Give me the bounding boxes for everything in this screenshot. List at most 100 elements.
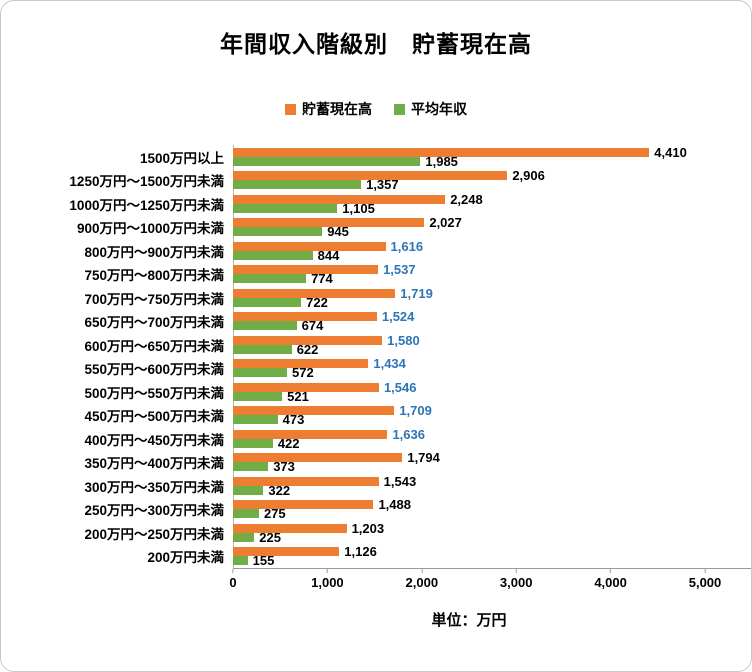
value-label: 155 <box>252 553 275 569</box>
tick-label: 5,000 <box>688 575 722 590</box>
chart-row: 450万円～500万円未満 1,709 473 <box>1 404 751 428</box>
tick-label: 4,000 <box>594 575 627 590</box>
value-label: 722 <box>306 294 328 310</box>
savings-bar <box>233 265 379 275</box>
tick-label: 2,000 <box>405 575 439 590</box>
chart-row: 200万円未満 1,126 155 <box>1 545 751 569</box>
category-label: 350万円～400万円未満 <box>84 456 224 472</box>
savings-bar <box>233 429 388 439</box>
value-label: 1,719 <box>400 285 433 301</box>
savings-bar <box>233 288 396 298</box>
income-bar <box>233 556 248 566</box>
value-label: 1,434 <box>373 356 406 372</box>
tick-mark-icon <box>421 569 423 573</box>
savings-bar <box>233 194 446 204</box>
y-axis-line <box>233 145 234 568</box>
chart-row: 600万円～650万円未満 1,580 622 <box>1 333 751 357</box>
value-label: 844 <box>317 247 340 263</box>
savings-bar <box>233 547 340 557</box>
income-bar <box>233 462 269 472</box>
tick-label: 1,000 <box>311 575 344 590</box>
x-tick: 1,000 <box>311 569 344 590</box>
value-label: 1,105 <box>342 200 375 216</box>
x-tick: 4,000 <box>594 569 627 590</box>
category-label: 750万円～800万円未満 <box>84 268 224 284</box>
value-label: 521 <box>287 388 309 404</box>
value-label: 322 <box>268 482 291 498</box>
x-tick: 5,000 <box>688 569 722 590</box>
chart-row: 350万円～400万円未満 1,794 373 <box>1 451 751 475</box>
income-bar <box>233 438 273 448</box>
tick-label: 3,000 <box>499 575 533 590</box>
tick-label: 0 <box>229 575 237 590</box>
category-label: 800万円～900万円未満 <box>84 244 224 260</box>
value-label: 1,636 <box>392 426 425 442</box>
chart-row: 800万円～900万円未満 1,616 844 <box>1 239 751 263</box>
savings-bar <box>233 382 379 392</box>
savings-bar <box>233 312 377 322</box>
chart-rows: 1500万円以上 4,410 1,985 1250万円～1500万円未満 2,906 1,… <box>1 145 751 568</box>
value-label: 1,537 <box>383 262 416 278</box>
category-label: 200万円未満 <box>147 550 224 566</box>
legend: 貯蓄現在高 平均年収 <box>1 99 751 119</box>
chart-row: 1000万円～1250万円未満 2,248 1,105 <box>1 192 751 216</box>
legend-swatch-income-icon <box>394 103 405 115</box>
tick-mark-icon <box>515 569 517 573</box>
income-bar <box>233 391 283 401</box>
x-tick: 0 <box>229 569 237 590</box>
chart-row: 300万円～350万円未満 1,543 322 <box>1 474 751 498</box>
value-label: 1,488 <box>378 497 411 513</box>
category-label: 650万円～700万円未満 <box>84 315 224 331</box>
income-bar <box>233 227 323 237</box>
bar-chart: 1500万円以上 4,410 1,985 1250万円～1500万円未満 2,906 1,… <box>1 145 751 593</box>
savings-bar <box>233 476 379 486</box>
category-label: 700万円～750万円未満 <box>84 291 224 307</box>
chart-row: 900万円～1000万円未満 2,027 945 <box>1 216 751 240</box>
category-label: 400万円～450万円未満 <box>84 432 224 448</box>
category-label: 200万円～250万円未満 <box>84 526 224 542</box>
value-label: 1,546 <box>383 379 417 395</box>
value-label: 1,709 <box>399 403 432 419</box>
value-label: 774 <box>311 271 333 287</box>
income-bar <box>233 297 302 307</box>
income-bar <box>233 274 307 284</box>
chart-row: 700万円～750万円未満 1,719 722 <box>1 286 751 310</box>
value-label: 373 <box>273 459 295 475</box>
category-label: 900万円～1000万円未満 <box>76 221 224 237</box>
category-label: 500万円～550万円未満 <box>84 385 224 401</box>
chart-row: 400万円～450万円未満 1,636 422 <box>1 427 751 451</box>
income-bar <box>233 250 313 260</box>
savings-bar <box>233 523 347 533</box>
chart-row: 750万円～800万円未満 1,537 774 <box>1 263 751 287</box>
value-label: 1,203 <box>351 520 385 536</box>
legend-item-income: 平均年収 <box>394 99 467 119</box>
chart-row: 1500万円以上 4,410 1,985 <box>1 145 751 169</box>
value-label: 945 <box>327 224 349 240</box>
value-label: 422 <box>277 435 300 451</box>
savings-bar <box>233 453 403 463</box>
savings-bar <box>233 171 508 181</box>
category-label: 300万円～350万円未満 <box>84 479 224 495</box>
chart-row: 200万円～250万円未満 1,203 225 <box>1 521 751 545</box>
value-label: 2,248 <box>450 191 483 207</box>
axis-unit-label: 単位：万円 <box>431 612 507 629</box>
value-label: 1,616 <box>390 238 424 254</box>
income-bar <box>233 344 292 354</box>
value-label: 622 <box>296 341 319 357</box>
value-label: 1,794 <box>407 450 440 466</box>
income-bar <box>233 509 259 519</box>
value-label: 1,985 <box>425 153 458 169</box>
tick-mark-icon <box>704 569 706 573</box>
legend-label-savings: 貯蓄現在高 <box>302 101 372 117</box>
value-label: 1,126 <box>344 544 377 560</box>
value-label: 1,357 <box>366 177 399 193</box>
chart-row: 1250万円～1500万円未満 2,906 1,357 <box>1 169 751 193</box>
category-label: 600万円～650万円未満 <box>84 338 224 354</box>
x-axis-ticks: 0 1,000 2,000 3,000 4,000 5,000 <box>229 569 721 593</box>
value-label: 1,524 <box>381 309 415 325</box>
value-label: 1,543 <box>383 473 417 489</box>
value-label: 473 <box>282 412 305 428</box>
savings-bar <box>233 406 395 416</box>
savings-bar <box>233 500 374 510</box>
